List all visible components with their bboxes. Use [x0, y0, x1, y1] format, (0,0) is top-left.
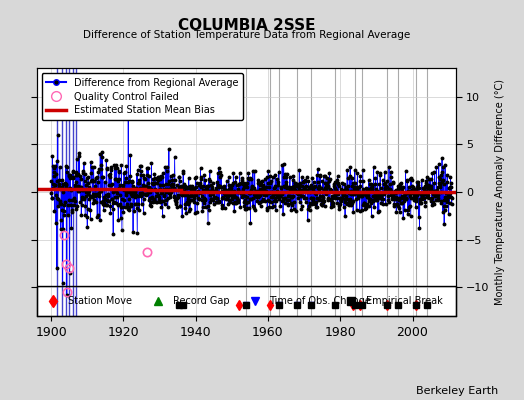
Text: Record Gap: Record Gap [173, 296, 230, 306]
Legend: Difference from Regional Average, Quality Control Failed, Estimated Station Mean: Difference from Regional Average, Qualit… [41, 73, 243, 120]
Text: Difference of Station Temperature Data from Regional Average: Difference of Station Temperature Data f… [83, 30, 410, 40]
Y-axis label: Monthly Temperature Anomaly Difference (°C): Monthly Temperature Anomaly Difference (… [495, 79, 505, 305]
Text: Time of Obs. Change: Time of Obs. Change [269, 296, 371, 306]
Text: Station Move: Station Move [68, 296, 132, 306]
Text: Empirical Break: Empirical Break [366, 296, 442, 306]
Text: COLUMBIA 2SSE: COLUMBIA 2SSE [178, 18, 315, 33]
Text: Berkeley Earth: Berkeley Earth [416, 386, 498, 396]
